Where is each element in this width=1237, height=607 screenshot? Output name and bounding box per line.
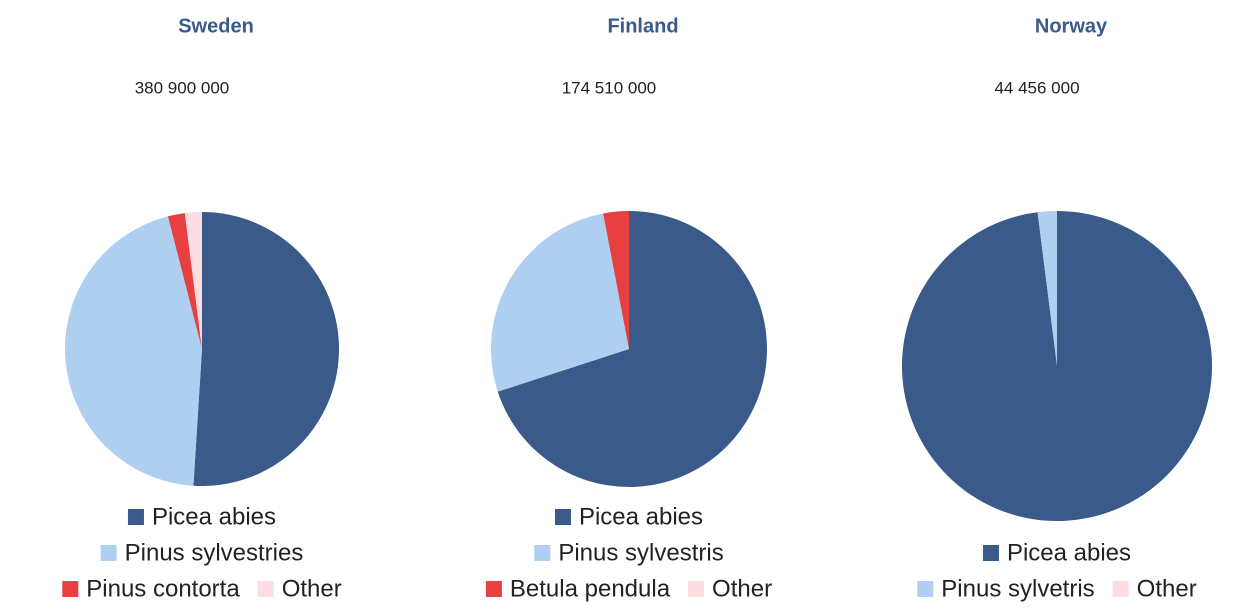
legend-label: Betula pendula: [510, 575, 671, 602]
chart-title: Sweden: [178, 15, 254, 37]
legend-swatch: [100, 545, 117, 561]
legend-item: Picea abies: [982, 539, 1131, 566]
pie-slice: [497, 211, 767, 487]
legend-item: Pinus sylvetris: [917, 575, 1095, 602]
legend-item: Other: [1112, 575, 1197, 602]
legend-item: Pinus sylvestries: [100, 539, 304, 566]
chart-title: Norway: [1035, 15, 1108, 37]
pie-slice: [184, 212, 202, 349]
pie-slice: [901, 211, 1212, 521]
legend-label: Picea abies: [1007, 539, 1131, 566]
legend-swatch: [554, 509, 571, 525]
legend-swatch: [62, 581, 79, 597]
legend-item: Pinus sylvestris: [534, 539, 724, 566]
chart-title: Finland: [607, 15, 678, 37]
legend-swatch: [485, 581, 502, 597]
legend-item: Pinus contorta: [62, 575, 240, 602]
legend-swatch: [688, 581, 705, 597]
legend-label: Other: [282, 575, 342, 602]
pie-slice: [491, 213, 629, 392]
legend-swatch: [127, 509, 144, 525]
legend-label: Pinus contorta: [86, 575, 240, 602]
legend-label: Pinus sylvestries: [125, 539, 304, 566]
legend-label: Other: [1137, 575, 1197, 602]
legend-label: Picea abies: [579, 503, 703, 530]
total: 44 456 000: [994, 78, 1079, 97]
legend-item: Other: [257, 575, 342, 602]
pie-slice: [64, 216, 203, 486]
legend-label: Pinus sylvestris: [558, 539, 723, 566]
total: 380 900 000: [135, 78, 230, 97]
legend-label: Other: [712, 575, 772, 602]
pie-slice: [1037, 211, 1057, 366]
pie-slice: [167, 213, 202, 349]
legend-item: Picea abies: [554, 503, 703, 530]
pie-slice: [603, 211, 629, 349]
legend-item: Betula pendula: [485, 575, 671, 602]
total: 174 510 000: [562, 78, 657, 97]
legend-label: Picea abies: [152, 503, 276, 530]
legend-swatch: [982, 545, 999, 561]
pie-slice: [193, 212, 339, 486]
legend-swatch: [534, 545, 551, 561]
legend-swatch: [1112, 581, 1129, 597]
legend-item: Picea abies: [127, 503, 276, 530]
legend-swatch: [917, 581, 934, 597]
legend-label: Pinus sylvetris: [941, 575, 1094, 602]
legend-item: Other: [688, 575, 772, 602]
legend-swatch: [257, 581, 274, 597]
